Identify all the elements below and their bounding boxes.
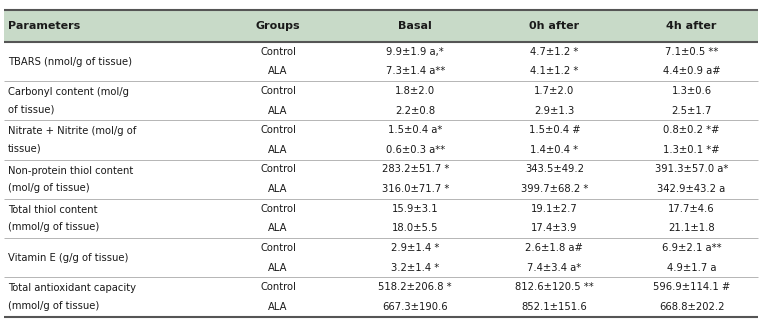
Text: 18.0±5.5: 18.0±5.5 <box>392 223 439 233</box>
Text: Control: Control <box>260 86 296 96</box>
Text: 7.4±3.4 a*: 7.4±3.4 a* <box>527 263 581 273</box>
Bar <box>4 160 758 199</box>
Text: ALA: ALA <box>268 106 288 116</box>
Text: 1.3±0.6: 1.3±0.6 <box>671 86 712 96</box>
Text: Nitrate + Nitrite (mol/g of: Nitrate + Nitrite (mol/g of <box>8 126 136 136</box>
Text: (mmol/g of tissue): (mmol/g of tissue) <box>8 301 99 310</box>
Text: TBARS (nmol/g of tissue): TBARS (nmol/g of tissue) <box>8 57 132 67</box>
Text: (mmol/g of tissue): (mmol/g of tissue) <box>8 222 99 232</box>
Text: 2.2±0.8: 2.2±0.8 <box>395 106 435 116</box>
Text: Vitamin E (g/g of tissue): Vitamin E (g/g of tissue) <box>8 253 128 263</box>
Text: 4h after: 4h after <box>666 21 717 31</box>
Text: 812.6±120.5 **: 812.6±120.5 ** <box>515 282 594 292</box>
Text: Carbonyl content (mol/g: Carbonyl content (mol/g <box>8 87 129 97</box>
Text: 9.9±1.9 a,*: 9.9±1.9 a,* <box>386 47 444 57</box>
Bar <box>4 42 758 81</box>
Text: Control: Control <box>260 47 296 57</box>
Text: 7.3±1.4 a**: 7.3±1.4 a** <box>386 67 445 77</box>
Text: Parameters: Parameters <box>8 21 80 31</box>
Text: Basal: Basal <box>399 21 432 31</box>
Text: 4.9±1.7 a: 4.9±1.7 a <box>667 263 716 273</box>
Text: 1.4±0.4 *: 1.4±0.4 * <box>530 145 578 155</box>
Text: 4.1±1.2 *: 4.1±1.2 * <box>530 67 578 77</box>
Text: 2.5±1.7: 2.5±1.7 <box>671 106 712 116</box>
Text: Groups: Groups <box>256 21 300 31</box>
Bar <box>4 277 758 317</box>
Text: 1.7±2.0: 1.7±2.0 <box>534 86 575 96</box>
Text: 1.8±2.0: 1.8±2.0 <box>395 86 435 96</box>
Text: ALA: ALA <box>268 302 288 312</box>
Text: 342.9±43.2 a: 342.9±43.2 a <box>658 184 725 194</box>
Text: 1.5±0.4 a*: 1.5±0.4 a* <box>388 125 443 135</box>
Text: 19.1±2.7: 19.1±2.7 <box>531 204 578 214</box>
Text: 0.8±0.2 *#: 0.8±0.2 *# <box>663 125 720 135</box>
Text: ALA: ALA <box>268 223 288 233</box>
Text: 4.4±0.9 a#: 4.4±0.9 a# <box>663 67 720 77</box>
Text: 17.7±4.6: 17.7±4.6 <box>668 204 715 214</box>
Text: Control: Control <box>260 204 296 214</box>
Text: 2.9±1.4 *: 2.9±1.4 * <box>391 243 440 253</box>
Text: (mol/g of tissue): (mol/g of tissue) <box>8 183 89 193</box>
Text: 1.3±0.1 *#: 1.3±0.1 *# <box>663 145 720 155</box>
Text: 668.8±202.2: 668.8±202.2 <box>659 302 724 312</box>
Text: 0.6±0.3 a**: 0.6±0.3 a** <box>386 145 445 155</box>
Text: ALA: ALA <box>268 263 288 273</box>
Text: 283.2±51.7 *: 283.2±51.7 * <box>382 164 449 174</box>
Bar <box>4 120 758 160</box>
Text: 2.6±1.8 a#: 2.6±1.8 a# <box>526 243 583 253</box>
Bar <box>4 238 758 277</box>
Text: 0h after: 0h after <box>530 21 579 31</box>
Text: 316.0±71.7 *: 316.0±71.7 * <box>382 184 449 194</box>
Text: 4.7±1.2 *: 4.7±1.2 * <box>530 47 578 57</box>
Bar <box>4 10 758 42</box>
Text: 3.2±1.4 *: 3.2±1.4 * <box>391 263 440 273</box>
Text: Total antioxidant capacity: Total antioxidant capacity <box>8 283 136 293</box>
Text: 6.9±2.1 a**: 6.9±2.1 a** <box>661 243 722 253</box>
Text: 1.5±0.4 #: 1.5±0.4 # <box>529 125 580 135</box>
Text: Control: Control <box>260 282 296 292</box>
Text: 391.3±57.0 a*: 391.3±57.0 a* <box>655 164 728 174</box>
Text: tissue): tissue) <box>8 144 41 154</box>
Text: 2.9±1.3: 2.9±1.3 <box>534 106 575 116</box>
Text: ALA: ALA <box>268 184 288 194</box>
Text: of tissue): of tissue) <box>8 104 54 114</box>
Text: 17.4±3.9: 17.4±3.9 <box>531 223 578 233</box>
Text: 596.9±114.1 #: 596.9±114.1 # <box>653 282 730 292</box>
Text: ALA: ALA <box>268 145 288 155</box>
Bar <box>4 199 758 238</box>
Text: 343.5±49.2: 343.5±49.2 <box>525 164 584 174</box>
Text: 399.7±68.2 *: 399.7±68.2 * <box>520 184 588 194</box>
Text: Total thiol content: Total thiol content <box>8 205 97 215</box>
Text: 852.1±151.6: 852.1±151.6 <box>521 302 588 312</box>
Text: 7.1±0.5 **: 7.1±0.5 ** <box>664 47 719 57</box>
Text: Non-protein thiol content: Non-protein thiol content <box>8 166 133 176</box>
Text: Control: Control <box>260 125 296 135</box>
Text: Control: Control <box>260 164 296 174</box>
Text: Control: Control <box>260 243 296 253</box>
Text: ALA: ALA <box>268 67 288 77</box>
Text: 15.9±3.1: 15.9±3.1 <box>392 204 439 214</box>
Text: 21.1±1.8: 21.1±1.8 <box>668 223 715 233</box>
Bar <box>4 81 758 120</box>
Text: 518.2±206.8 *: 518.2±206.8 * <box>379 282 452 292</box>
Text: 667.3±190.6: 667.3±190.6 <box>383 302 448 312</box>
